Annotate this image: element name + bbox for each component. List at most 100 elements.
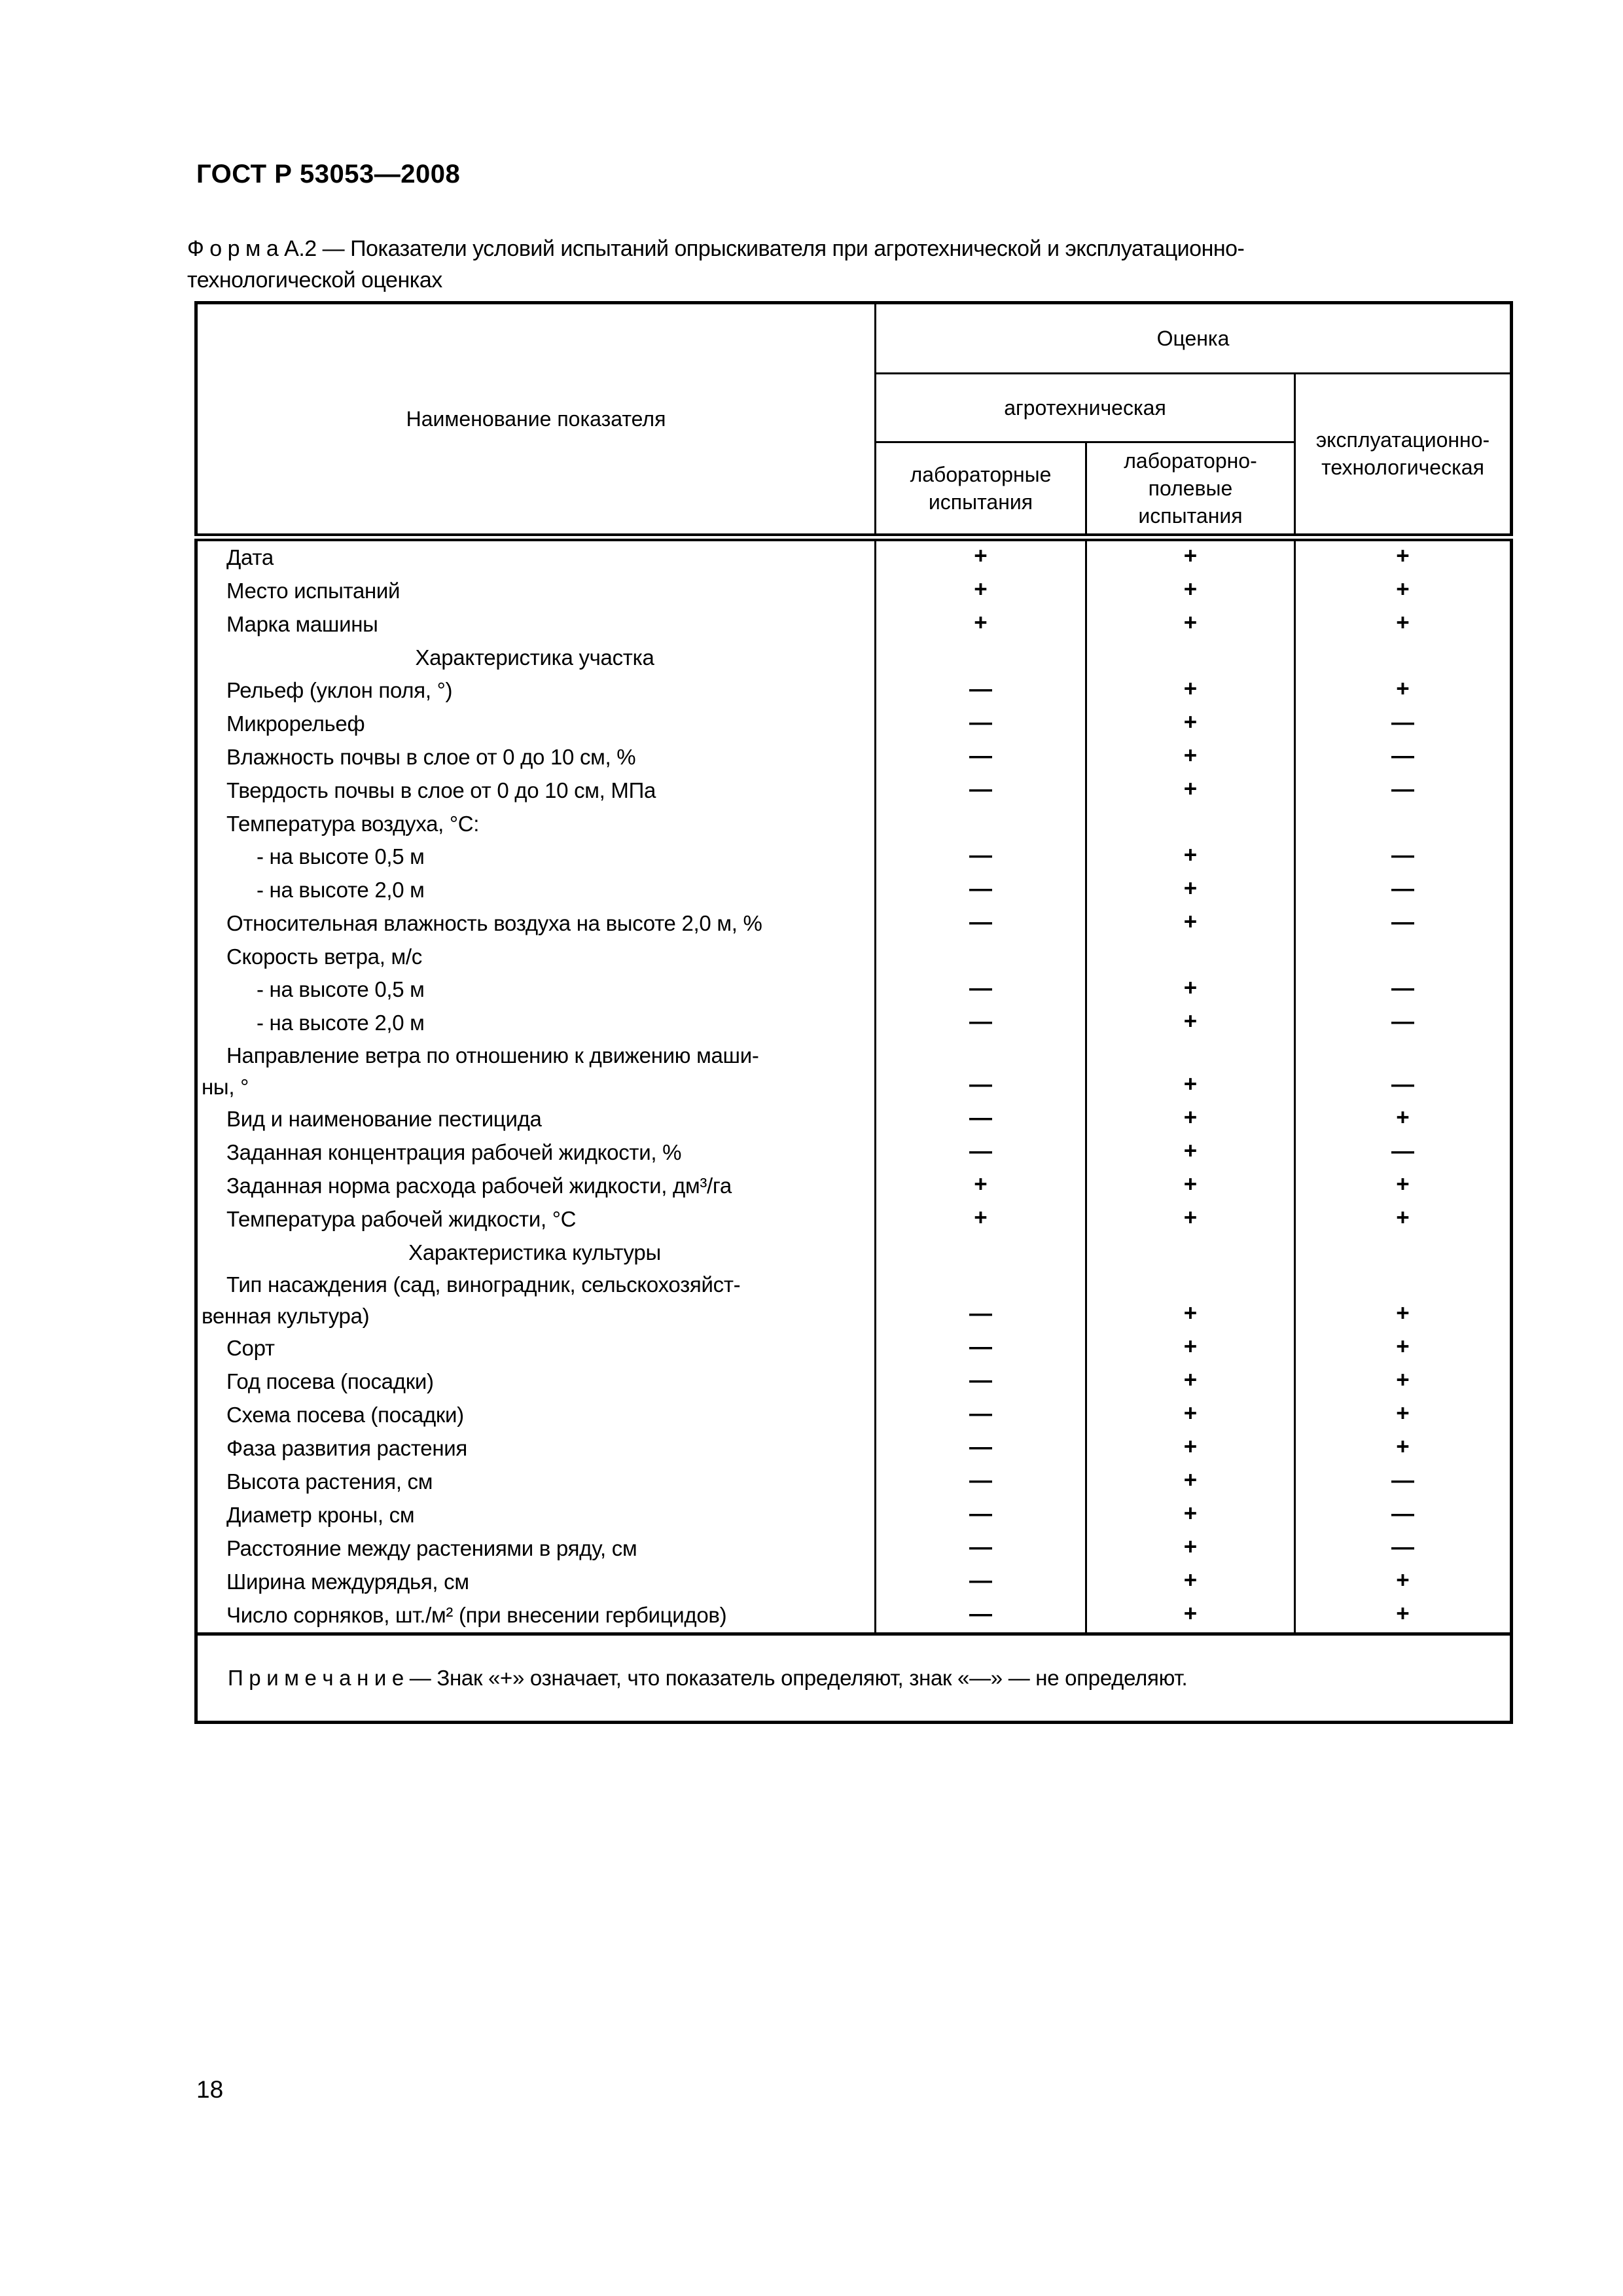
mark-cell: + <box>1085 1565 1296 1599</box>
mark-cell: + <box>1085 1365 1296 1399</box>
row-label: Диаметр кроны, см <box>195 1498 876 1532</box>
row-label: Скорость ветра, м/с <box>195 940 876 973</box>
row-label: Расстояние между растениями в ряду, см <box>195 1532 876 1566</box>
mark-cell: — <box>1293 707 1513 741</box>
mark-cell: — <box>874 673 1087 708</box>
row-label: Характеристика культуры <box>195 1236 876 1269</box>
mark-cell: — <box>874 707 1087 741</box>
mark-cell: + <box>1085 840 1296 874</box>
row-label: Место испытаний <box>195 574 876 608</box>
mark-cell: + <box>1085 537 1296 575</box>
mark-cell: + <box>1085 1331 1296 1365</box>
mark-cell: + <box>874 574 1087 608</box>
mark-cell: + <box>1293 1431 1513 1465</box>
mark-cell: + <box>1085 1268 1296 1332</box>
mark-cell: — <box>874 1532 1087 1566</box>
mark-cell: — <box>1293 1136 1513 1170</box>
table-row: - на высоте 0,5 м — + — <box>195 840 1513 874</box>
mark-cell: — <box>874 1398 1087 1432</box>
row-label: Температура рабочей жидкости, °С <box>195 1202 876 1236</box>
table-row: Относительная влажность воздуха на высот… <box>195 906 1513 941</box>
mark-cell: + <box>1293 607 1513 641</box>
row-label: Заданная норма расхода рабочей жидкости,… <box>195 1169 876 1203</box>
mark-cell: — <box>1293 873 1513 907</box>
mark-cell: + <box>1293 1398 1513 1432</box>
col-header-agrotechnical: агротехническая <box>874 372 1296 443</box>
table-row: Высота растения, см — + — <box>195 1465 1513 1499</box>
table-note: П р и м е ч а н и е — Знак «+» означает,… <box>196 1632 1512 1722</box>
table-row: Год посева (посадки) — + + <box>195 1365 1513 1399</box>
mark-cell: + <box>1085 906 1296 941</box>
mark-cell: + <box>1085 1398 1296 1432</box>
mark-cell: + <box>1293 1331 1513 1365</box>
mark-cell: + <box>1293 574 1513 608</box>
table-row: Сорт — + + <box>195 1331 1513 1365</box>
table-row: Характеристика участка <box>195 641 1513 674</box>
table-row: Рельеф (уклон поля, °) — + + <box>195 673 1513 708</box>
mark-cell: — <box>874 1268 1087 1332</box>
mark-cell: + <box>1293 1598 1513 1634</box>
mark-cell: + <box>874 607 1087 641</box>
mark-cell: + <box>1085 1431 1296 1465</box>
row-label: Рельеф (уклон поля, °) <box>195 673 876 708</box>
mark-cell: + <box>1085 740 1296 774</box>
mark-cell: — <box>1293 740 1513 774</box>
mark-cell: + <box>1293 1365 1513 1399</box>
mark-cell <box>874 940 1087 973</box>
mark-cell: + <box>1293 1202 1513 1236</box>
mark-cell: — <box>1293 1498 1513 1532</box>
mark-cell: + <box>1085 574 1296 608</box>
row-label: Сорт <box>195 1331 876 1365</box>
row-label: Характеристика участка <box>195 641 876 674</box>
mark-cell: — <box>874 1565 1087 1599</box>
row-label: - на высоте 0,5 м <box>195 840 876 874</box>
row-label: Вид и наименование пестицида <box>195 1102 876 1136</box>
mark-cell: + <box>1085 607 1296 641</box>
row-label: Дата <box>195 537 876 575</box>
table-row: Диаметр кроны, см — + — <box>195 1498 1513 1532</box>
mark-cell: — <box>874 873 1087 907</box>
row-label: Ширина междурядья, см <box>195 1565 876 1599</box>
col-header-lab-tests: лабораторные испытания <box>874 441 1087 541</box>
page-number: 18 <box>196 2076 224 2103</box>
table-row: Микрорельеф — + — <box>195 707 1513 741</box>
table-row: Фаза развития растения — + + <box>195 1431 1513 1465</box>
doc-number: ГОСТ Р 53053—2008 <box>196 160 461 188</box>
table-row: Схема посева (посадки) — + + <box>195 1398 1513 1432</box>
row-label: - на высоте 2,0 м <box>195 1006 876 1040</box>
mark-cell: — <box>874 1006 1087 1040</box>
mark-cell <box>874 807 1087 840</box>
mark-cell: — <box>1293 1532 1513 1566</box>
mark-cell <box>874 641 1087 674</box>
row-label: Тип насаждения (сад, виноградник, сельск… <box>195 1268 876 1332</box>
row-label: Число сорняков, шт./м² (при внесении гер… <box>195 1598 876 1634</box>
mark-cell: + <box>1085 1169 1296 1203</box>
mark-cell: + <box>874 1202 1087 1236</box>
mark-cell: + <box>1085 1039 1296 1103</box>
table-row: Твердость почвы в слое от 0 до 10 см, МП… <box>195 774 1513 808</box>
col-header-operational-technological: эксплуатационно- технологическая <box>1293 372 1513 541</box>
table-row: Заданная норма расхода рабочей жидкости,… <box>195 1169 1513 1203</box>
mark-cell: + <box>1085 774 1296 808</box>
table-row: Место испытаний + + + <box>195 574 1513 608</box>
table-row: Направление ветра по отношению к движени… <box>195 1039 1513 1103</box>
mark-cell: + <box>1293 537 1513 575</box>
table-row: Расстояние между растениями в ряду, см — +… <box>195 1532 1513 1566</box>
row-label: - на высоте 2,0 м <box>195 873 876 907</box>
mark-cell: — <box>1293 906 1513 941</box>
table-row: - на высоте 0,5 м — + — <box>195 973 1513 1007</box>
table-body: Дата + + + Место испытаний + + + Марка машины + + +… <box>195 537 1513 1634</box>
conditions-table: Наименование показателя Оценка агротехни… <box>194 301 1514 1724</box>
table-row: Ширина междурядья, см — + + <box>195 1565 1513 1599</box>
mark-cell: + <box>1085 1598 1296 1634</box>
mark-cell: — <box>874 973 1087 1007</box>
table-row: Марка машины + + + <box>195 607 1513 641</box>
table-row: Влажность почвы в слое от 0 до 10 см, % —… <box>195 740 1513 774</box>
row-label: - на высоте 0,5 м <box>195 973 876 1007</box>
mark-cell <box>1085 940 1296 973</box>
table-row: Дата + + + <box>195 537 1513 575</box>
table-row: - на высоте 2,0 м — + — <box>195 1006 1513 1040</box>
table-header: Наименование показателя Оценка агротехни… <box>195 302 1513 541</box>
row-label: Схема посева (посадки) <box>195 1398 876 1432</box>
form-title: Ф о р м а А.2 — Показатели условий испыт… <box>187 236 1245 293</box>
